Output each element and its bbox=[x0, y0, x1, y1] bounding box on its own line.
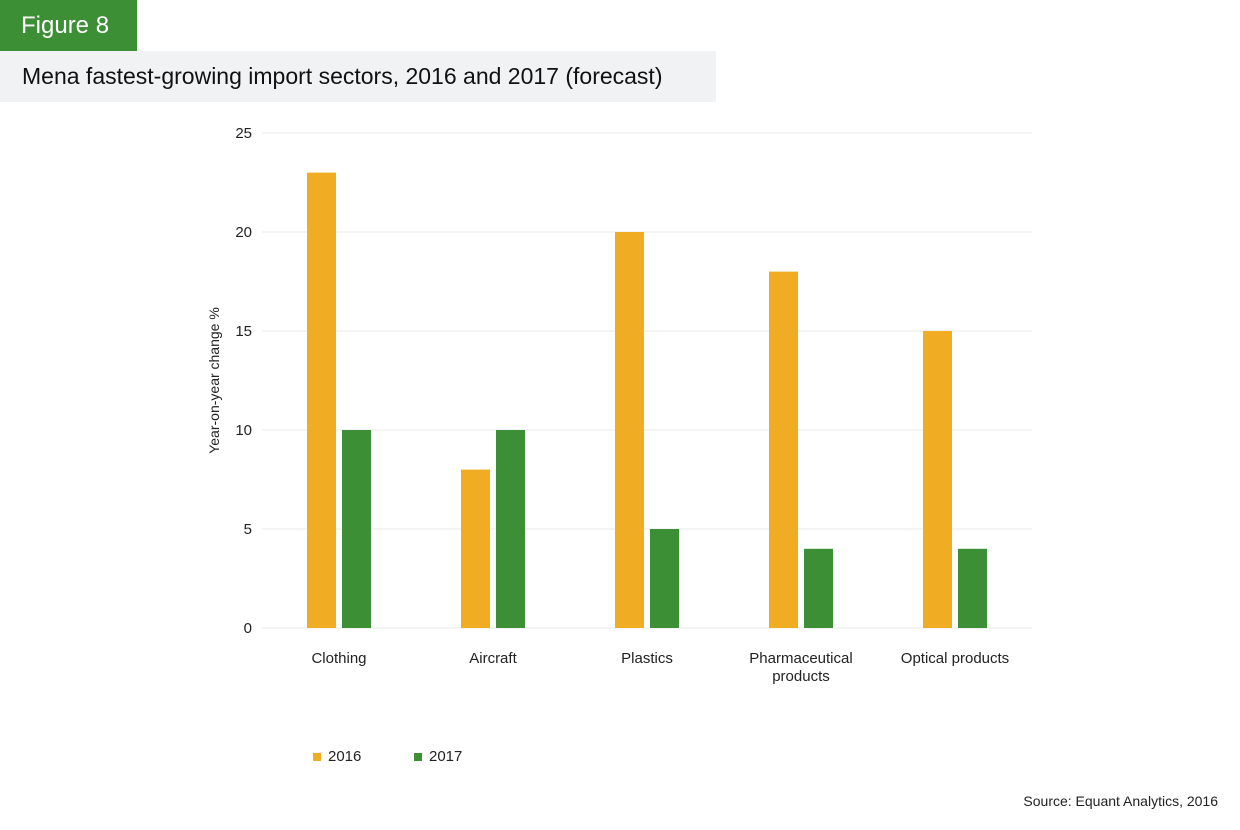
bar-2016-4 bbox=[923, 331, 952, 628]
y-tick-label-20: 20 bbox=[235, 224, 252, 241]
legend-label-2017: 2017 bbox=[429, 748, 463, 765]
bar-2017-4 bbox=[958, 548, 987, 628]
bar-2017-2 bbox=[650, 529, 679, 628]
x-tick-label-3: Pharmaceutical products bbox=[749, 650, 852, 685]
bar-2017-0 bbox=[342, 430, 371, 628]
x-tick-label-1: Aircraft bbox=[469, 650, 517, 667]
y-tick-label-10: 10 bbox=[235, 422, 252, 439]
figure-label: Figure 8 bbox=[0, 0, 137, 51]
bar-2016-3 bbox=[769, 271, 798, 628]
legend-swatch-2017 bbox=[414, 752, 422, 761]
chart-title: Mena fastest-growing import sectors, 201… bbox=[0, 51, 716, 102]
y-tick-label-0: 0 bbox=[244, 620, 252, 637]
x-tick-label-0: Clothing bbox=[311, 650, 366, 667]
x-tick-label-2: Plastics bbox=[621, 650, 673, 667]
legend-item-2016: 2016 bbox=[313, 748, 361, 765]
legend-label-2016: 2016 bbox=[328, 748, 362, 765]
x-tick-label-4: Optical products bbox=[901, 650, 1009, 667]
bar-2017-1 bbox=[496, 430, 525, 628]
bar-2016-0 bbox=[307, 172, 336, 628]
y-axis-label: Year-on-year change % bbox=[206, 307, 222, 454]
source-note: Source: Equant Analytics, 2016 bbox=[1023, 793, 1218, 809]
bar-2017-3 bbox=[804, 548, 833, 628]
bar-2016-1 bbox=[461, 469, 490, 628]
bar-2016-2 bbox=[615, 232, 644, 628]
legend-item-2017: 2017 bbox=[414, 748, 462, 765]
y-tick-label-5: 5 bbox=[244, 521, 252, 538]
y-tick-label-25: 25 bbox=[235, 125, 252, 142]
y-tick-label-15: 15 bbox=[235, 323, 252, 340]
legend-swatch-2016 bbox=[313, 752, 321, 761]
